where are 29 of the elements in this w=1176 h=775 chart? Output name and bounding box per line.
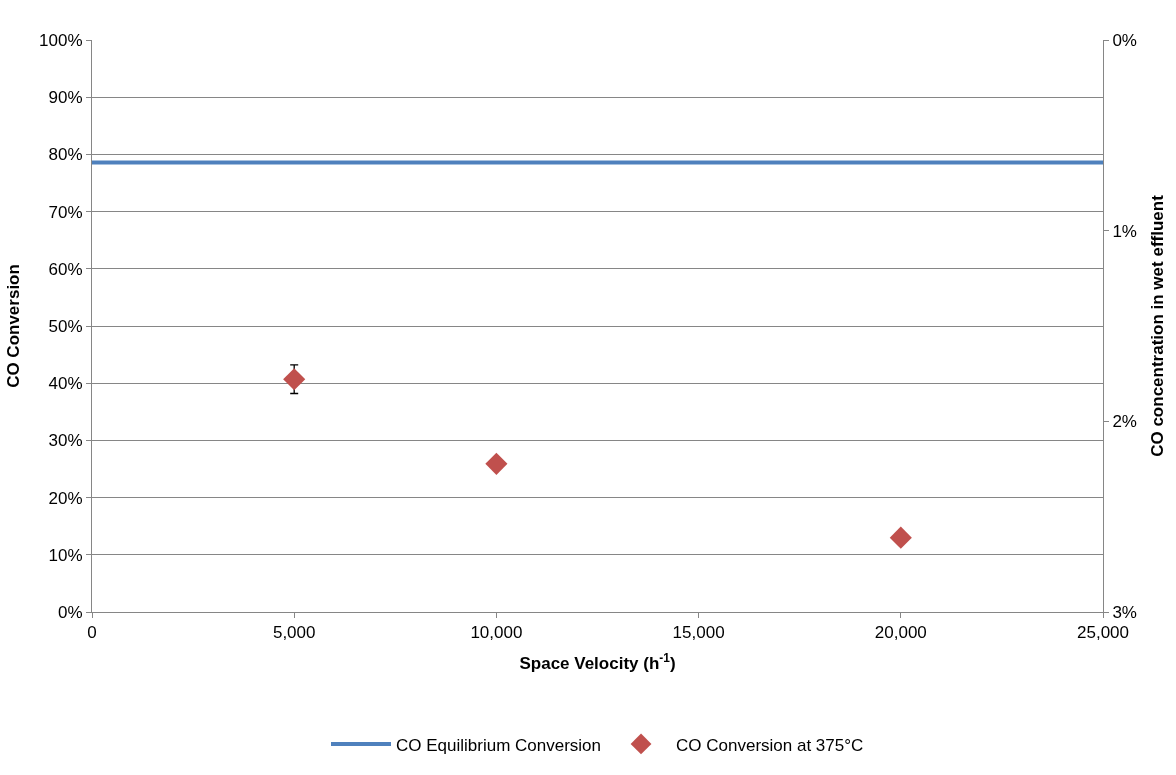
- y2-tick-label: 1%: [1112, 221, 1137, 241]
- x-tick-label: 20,000: [874, 623, 927, 643]
- y-tick-label: 40%: [48, 374, 83, 394]
- x-tick-label: 10,000: [470, 623, 523, 643]
- y-tick-label: 30%: [48, 431, 83, 451]
- y-tick-label: 10%: [48, 545, 83, 565]
- y-axis-title: CO Conversion: [3, 264, 23, 388]
- point: [889, 526, 912, 549]
- y-tick-label: 50%: [48, 316, 83, 336]
- x-tick-label: 15,000: [672, 623, 725, 643]
- point: [485, 452, 508, 475]
- y-tick-label: 90%: [48, 88, 83, 108]
- y-tick-label: 80%: [48, 145, 83, 165]
- x-tick-label: 25,000: [1077, 623, 1129, 643]
- y2-tick-label: 3%: [1112, 602, 1137, 622]
- y-tick-label: 100%: [39, 30, 83, 50]
- y2-tick-label: 0%: [1112, 30, 1137, 50]
- x-tick-label: 0: [87, 623, 97, 643]
- legend-label: CO Conversion at 375°C: [676, 735, 864, 755]
- x-tick-label: 5,000: [272, 623, 316, 643]
- y-tick-label: 70%: [48, 202, 83, 222]
- y2-axis-title: CO concentration in wet effluent: [1148, 194, 1168, 457]
- y-tick-label: 0%: [58, 602, 83, 622]
- y-tick-label: 20%: [48, 488, 83, 508]
- y-tick-label: 60%: [48, 259, 83, 279]
- y2-tick-label: 2%: [1112, 412, 1137, 432]
- point: [283, 368, 306, 391]
- x-axis-title: Space Velocity (h$^{-1}$): [519, 650, 676, 673]
- legend-label: CO Equilibrium Conversion: [396, 735, 602, 755]
